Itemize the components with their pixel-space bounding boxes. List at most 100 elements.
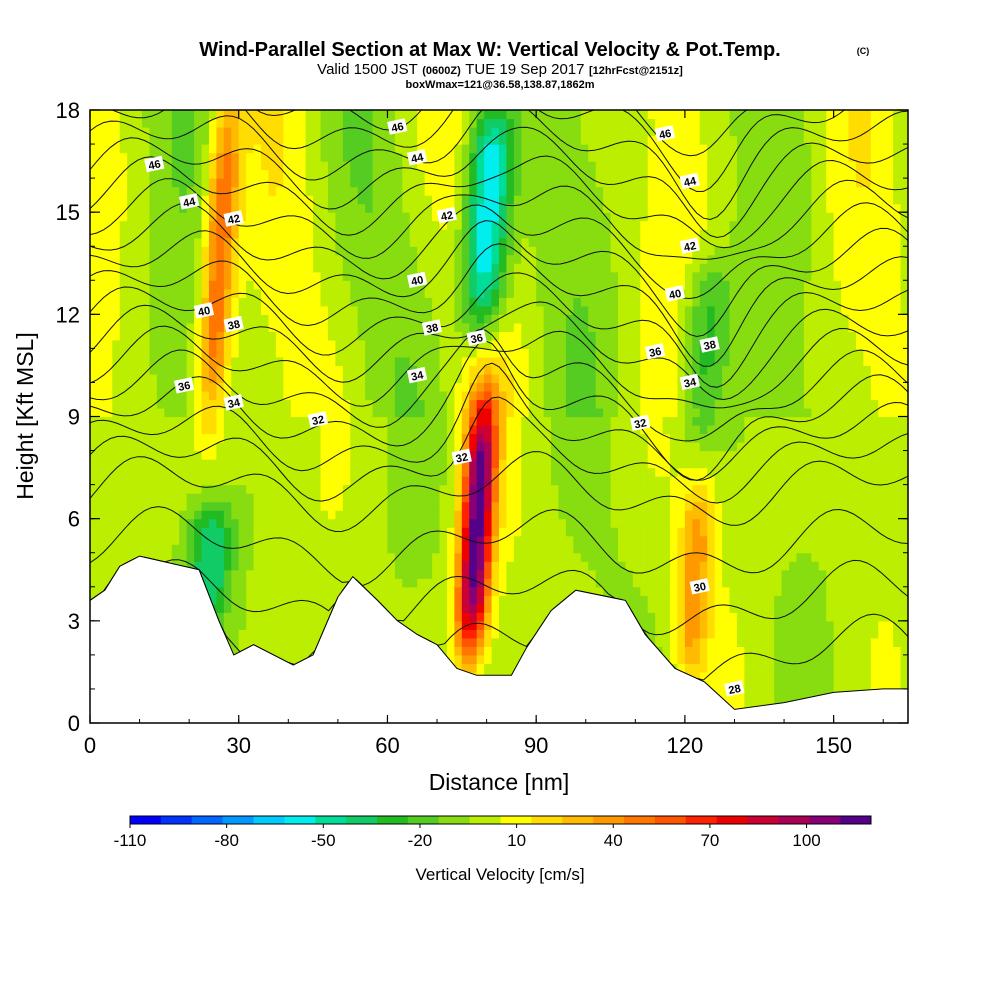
field-cell — [335, 552, 344, 562]
field-cell — [365, 271, 374, 281]
field-cell — [402, 433, 411, 443]
field-cell — [268, 442, 277, 452]
field-cell — [402, 161, 411, 171]
field-cell — [298, 646, 307, 656]
field-cell — [536, 288, 545, 298]
field-cell — [580, 527, 589, 537]
field-cell — [305, 637, 314, 647]
field-cell — [171, 161, 180, 171]
field-cell — [350, 416, 359, 426]
field-cell — [253, 510, 262, 520]
field-cell — [565, 203, 574, 213]
field-cell — [231, 271, 240, 281]
field-cell — [461, 322, 470, 332]
field-cell — [491, 161, 500, 171]
field-cell — [90, 195, 99, 205]
field-cell — [558, 365, 567, 375]
field-cell — [432, 586, 441, 596]
field-cell — [335, 450, 344, 460]
field-cell — [409, 161, 418, 171]
field-cell — [387, 501, 396, 511]
field-cell — [417, 493, 426, 503]
field-cell — [461, 535, 470, 545]
field-cell — [104, 246, 113, 256]
field-cell — [298, 280, 307, 290]
field-cell — [253, 263, 262, 273]
field-cell — [528, 118, 537, 128]
field-cell — [595, 118, 604, 128]
field-cell — [320, 552, 329, 562]
field-cell — [327, 161, 336, 171]
field-cell — [380, 263, 389, 273]
field-cell — [208, 280, 218, 290]
field-cell — [201, 467, 210, 477]
field-cell — [268, 595, 277, 605]
field-cell — [424, 399, 433, 409]
field-cell — [350, 365, 359, 375]
field-cell — [573, 178, 582, 188]
field-cell — [521, 118, 530, 128]
field-cell — [380, 212, 389, 222]
field-cell — [156, 493, 165, 503]
field-cell — [216, 365, 225, 375]
field-cell — [454, 442, 463, 452]
field-cell — [402, 552, 411, 562]
field-cell — [298, 501, 307, 511]
field-cell — [521, 552, 530, 562]
field-cell — [506, 220, 515, 230]
field-cell — [335, 178, 344, 188]
field-cell — [372, 331, 381, 341]
field-cell — [127, 450, 136, 460]
field-cell — [499, 663, 508, 673]
field-cell — [164, 212, 173, 222]
field-cell — [231, 280, 240, 290]
field-cell — [246, 407, 255, 418]
field-cell — [432, 578, 441, 588]
field-cell — [469, 152, 478, 162]
field-cell — [253, 535, 262, 545]
field-cell — [573, 254, 582, 264]
field-cell — [536, 169, 545, 179]
field-cell — [335, 110, 344, 120]
field-cell — [402, 425, 411, 435]
field-cell — [283, 552, 292, 562]
field-cell — [223, 297, 232, 307]
field-cell — [179, 212, 188, 222]
field-cell — [424, 348, 433, 358]
field-cell — [238, 484, 247, 494]
field-cell — [238, 127, 247, 137]
field-cell — [305, 493, 314, 503]
field-cell — [223, 382, 232, 392]
field-cell — [565, 425, 574, 435]
field-cell — [513, 586, 522, 596]
field-cell — [402, 620, 411, 630]
field-cell — [283, 305, 292, 315]
field-cell — [484, 433, 493, 443]
field-cell — [231, 476, 240, 486]
field-cell — [283, 476, 292, 486]
field-cell — [119, 331, 128, 341]
field-cell — [469, 637, 478, 647]
field-cell — [484, 220, 493, 230]
field-cell — [491, 646, 500, 656]
field-cell — [580, 135, 589, 145]
field-cell — [543, 288, 552, 298]
field-cell — [528, 586, 537, 596]
field-cell — [305, 399, 314, 409]
field-cell — [357, 161, 366, 171]
field-cell — [179, 510, 188, 520]
field-cell — [432, 356, 441, 367]
field-cell — [320, 561, 329, 571]
field-cell — [484, 254, 493, 264]
field-cell — [513, 288, 522, 298]
field-cell — [588, 425, 597, 435]
field-cell — [521, 331, 530, 341]
field-cell — [521, 501, 530, 511]
field-cell — [521, 484, 530, 494]
field-cell — [179, 527, 188, 537]
field-cell — [499, 467, 508, 477]
field-cell — [484, 527, 493, 537]
field-cell — [521, 305, 530, 315]
field-cell — [171, 144, 180, 154]
field-cell — [424, 144, 433, 154]
